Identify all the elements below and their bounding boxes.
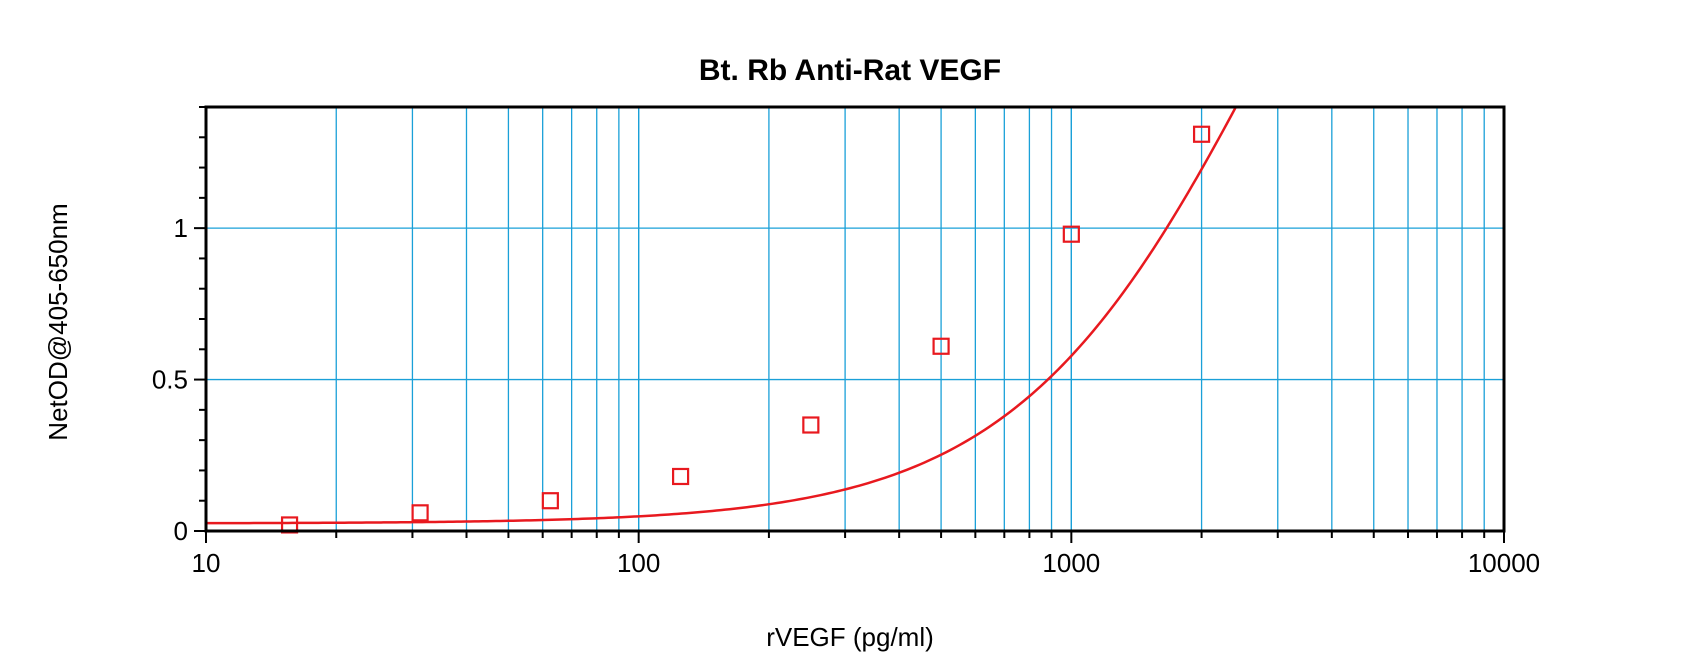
data-points	[280, 125, 1211, 534]
x-tick-label: 10000	[1468, 548, 1540, 578]
x-tick-label: 100	[617, 548, 660, 578]
y-axis-label: NetOD@405-650nm	[43, 203, 73, 440]
axes: 10 100 1000 10000 0 0.5 1	[152, 106, 1540, 578]
y-tick-label: 0.5	[152, 365, 188, 395]
data-point	[932, 337, 950, 355]
data-point	[802, 416, 820, 434]
y-tick-label: 1	[174, 213, 188, 243]
x-axis-label: rVEGF (pg/ml)	[766, 622, 934, 652]
data-point	[541, 492, 559, 510]
chart-title: Bt. Rb Anti-Rat VEGF	[699, 54, 1001, 87]
fit-curve	[206, 106, 1237, 525]
data-point	[1062, 225, 1080, 243]
grid	[206, 107, 1504, 531]
data-point	[411, 504, 429, 522]
data-point	[1192, 125, 1211, 143]
data-point	[671, 467, 690, 486]
x-tick-label: 1000	[1042, 548, 1100, 578]
fit-curve-layer	[206, 106, 1237, 525]
plot-frame	[204, 105, 1506, 533]
y-tick-label: 0	[174, 516, 188, 546]
x-tick-label: 10	[192, 548, 221, 578]
